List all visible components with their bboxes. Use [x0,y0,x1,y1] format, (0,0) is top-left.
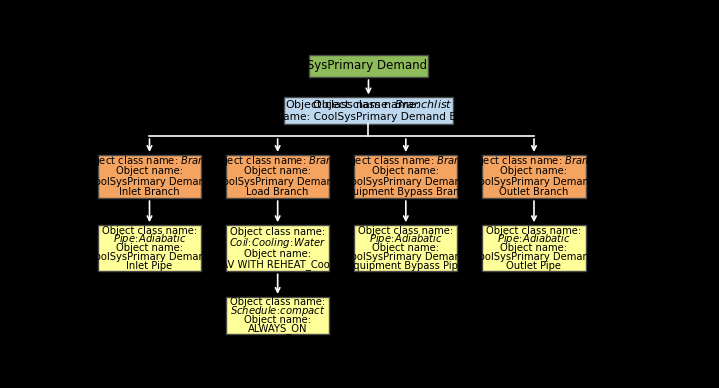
Text: Object class name: $\it{Branch}$: Object class name: $\it{Branch}$ [210,154,345,168]
Text: Object name:: Object name: [372,166,439,177]
Text: CoolSysPrimary Demand: CoolSysPrimary Demand [216,177,339,187]
Text: Object class name:: Object class name: [358,226,454,236]
Text: Object name:: Object name: [116,243,183,253]
Text: Object class name: $\it{Branch}$: Object class name: $\it{Branch}$ [82,154,217,168]
Text: Object name:: Object name: [500,243,567,253]
FancyBboxPatch shape [482,225,585,271]
FancyBboxPatch shape [226,225,329,271]
Text: Load Branch: Load Branch [247,187,309,197]
Text: Object class name:: Object class name: [487,226,582,236]
Text: CoolSysPrimary Demand: CoolSysPrimary Demand [344,252,467,262]
Text: $\it{Pipe\!:\!Adiabatic}$: $\it{Pipe\!:\!Adiabatic}$ [112,232,186,246]
Text: Object name:: Object name: [500,166,567,177]
Text: Object name:: Object name: [372,243,439,253]
Text: CoolSysPrimary Demand: CoolSysPrimary Demand [88,252,211,262]
Text: CoolSysPrimary Demand: CoolSysPrimary Demand [344,177,467,187]
FancyBboxPatch shape [283,97,454,124]
Text: Object class name: $\it{Branch}$: Object class name: $\it{Branch}$ [338,154,473,168]
Text: Inlet Pipe: Inlet Pipe [127,261,173,271]
FancyBboxPatch shape [354,225,457,271]
Text: Object class name: $\it{Branchlist}$: Object class name: $\it{Branchlist}$ [285,98,452,112]
Text: CoolSysPrimary Demand: CoolSysPrimary Demand [472,177,595,187]
Text: Object class name: $\it{Branch}$: Object class name: $\it{Branch}$ [467,154,602,168]
Text: Object name: CoolSysPrimary Demand Branches: Object name: CoolSysPrimary Demand Branc… [238,113,499,122]
Text: CoolSysPrimary Demand: CoolSysPrimary Demand [472,252,595,262]
FancyBboxPatch shape [98,225,201,271]
FancyBboxPatch shape [482,155,585,198]
FancyBboxPatch shape [354,155,457,198]
Text: Object name:: Object name: [244,249,311,259]
FancyBboxPatch shape [98,155,201,198]
FancyBboxPatch shape [226,297,329,334]
Text: Equipment Bypass Branch: Equipment Bypass Branch [340,187,472,197]
Text: $\it{Pipe\!:\!Adiabatic}$: $\it{Pipe\!:\!Adiabatic}$ [497,232,571,246]
FancyBboxPatch shape [226,155,329,198]
Text: Outlet Branch: Outlet Branch [499,187,569,197]
Text: Equipment Bypass Pipe: Equipment Bypass Pipe [347,261,464,271]
Text: $\it{Coil\!:\!Cooling\!:\!Water}$: $\it{Coil\!:\!Cooling\!:\!Water}$ [229,236,326,250]
Text: CoolSysPrimary Demand Side: CoolSysPrimary Demand Side [281,59,456,73]
Text: Object class name:: Object class name: [102,226,197,236]
Text: Object class name:: Object class name: [230,227,325,237]
Text: Outlet Pipe: Outlet Pipe [506,261,562,271]
Text: Object class name:: Object class name: [230,298,325,307]
Text: Object class name: ​: Object class name: ​ [313,100,423,110]
FancyBboxPatch shape [308,55,429,77]
Text: CoolSysPrimary Demand: CoolSysPrimary Demand [88,177,211,187]
Text: $\it{Schedule\!:\!compact}$: $\it{Schedule\!:\!compact}$ [230,304,326,318]
Text: Object name:: Object name: [116,166,183,177]
Text: ALWAYS_ON: ALWAYS_ON [248,323,308,334]
Text: Object name:: Object name: [244,315,311,325]
Text: VAV WITH REHEAT_CoolC: VAV WITH REHEAT_CoolC [216,259,340,270]
Text: $\it{Pipe\!:\!Adiabatic}$: $\it{Pipe\!:\!Adiabatic}$ [369,232,443,246]
Text: Inlet Branch: Inlet Branch [119,187,180,197]
Text: Object name:: Object name: [244,166,311,177]
